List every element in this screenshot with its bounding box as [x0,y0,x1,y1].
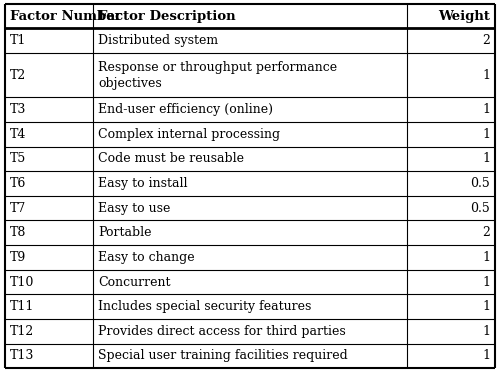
Text: Easy to use: Easy to use [98,202,170,215]
Text: Factor Number: Factor Number [10,10,122,23]
Text: Distributed system: Distributed system [98,34,218,47]
Text: T10: T10 [10,276,34,289]
Text: 0.5: 0.5 [470,177,490,190]
Text: 1: 1 [482,349,490,362]
Text: 1: 1 [482,103,490,116]
Text: 2: 2 [482,34,490,47]
Text: Special user training facilities required: Special user training facilities require… [98,349,348,362]
Text: T12: T12 [10,325,34,338]
Text: T6: T6 [10,177,26,190]
Text: 0.5: 0.5 [470,202,490,215]
Text: Concurrent: Concurrent [98,276,170,289]
Text: T13: T13 [10,349,34,362]
Text: T7: T7 [10,202,26,215]
Text: Response or throughput performance
objectives: Response or throughput performance objec… [98,61,338,90]
Text: 1: 1 [482,153,490,166]
Text: Includes special security features: Includes special security features [98,300,312,313]
Text: Factor Description: Factor Description [98,10,236,23]
Text: Portable: Portable [98,226,152,239]
Text: Weight: Weight [438,10,490,23]
Text: Provides direct access for third parties: Provides direct access for third parties [98,325,346,338]
Text: 1: 1 [482,276,490,289]
Text: T2: T2 [10,69,26,82]
Text: Easy to change: Easy to change [98,251,195,264]
Text: T8: T8 [10,226,26,239]
Text: T1: T1 [10,34,26,47]
Text: End-user efficiency (online): End-user efficiency (online) [98,103,273,116]
Text: 1: 1 [482,69,490,82]
Text: T11: T11 [10,300,34,313]
Text: Easy to install: Easy to install [98,177,188,190]
Text: T9: T9 [10,251,26,264]
Text: T5: T5 [10,153,26,166]
Text: 2: 2 [482,226,490,239]
Text: Code must be reusable: Code must be reusable [98,153,244,166]
Text: T3: T3 [10,103,26,116]
Text: T4: T4 [10,128,26,141]
Text: 1: 1 [482,128,490,141]
Text: 1: 1 [482,251,490,264]
Text: 1: 1 [482,300,490,313]
Text: 1: 1 [482,325,490,338]
Text: Complex internal processing: Complex internal processing [98,128,280,141]
